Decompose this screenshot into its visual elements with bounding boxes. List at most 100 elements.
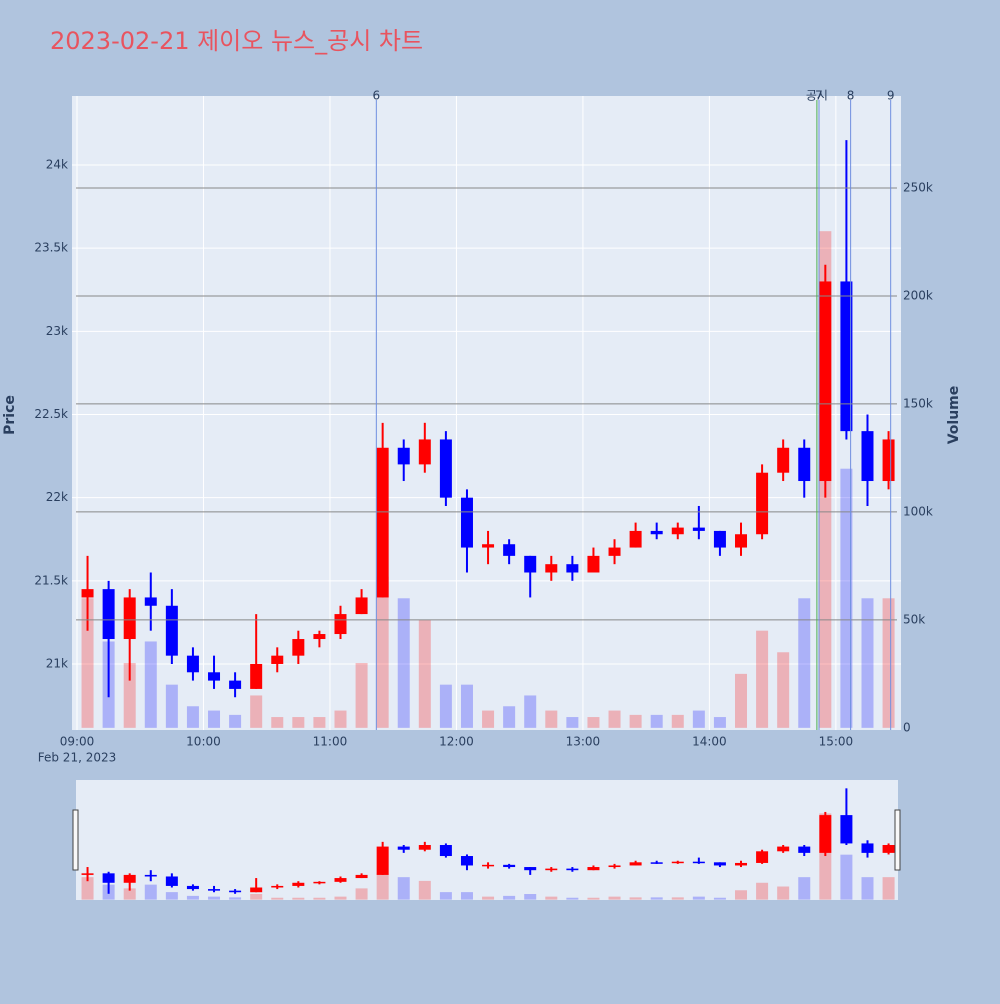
- volume-bar: [292, 897, 305, 900]
- volume-bar: [840, 468, 853, 728]
- candle-body: [861, 843, 874, 853]
- candle-body: [397, 846, 410, 850]
- volume-bar: [81, 598, 94, 728]
- volume-bar: [735, 673, 748, 728]
- volume-bar: [81, 877, 94, 900]
- candle-body: [566, 868, 579, 871]
- candle-body: [819, 281, 832, 482]
- news-marker-label: 6: [373, 89, 381, 103]
- y-tick-label: 22k: [46, 490, 68, 504]
- volume-bar: [397, 598, 410, 728]
- candle-body: [250, 663, 263, 689]
- volume-bar: [123, 663, 136, 728]
- volume-bar: [566, 897, 579, 900]
- candle-body: [735, 534, 748, 548]
- volume-bar: [629, 714, 642, 728]
- volume-bar: [798, 598, 811, 728]
- candle-body: [418, 439, 431, 465]
- candle-body: [271, 655, 284, 664]
- volume-bar: [650, 897, 663, 900]
- candle-body: [840, 815, 853, 844]
- candle-body: [524, 867, 537, 871]
- volume-bar: [271, 897, 284, 900]
- volume-bar: [629, 897, 642, 900]
- volume-bar: [186, 895, 199, 900]
- volume-bar: [418, 880, 431, 900]
- volume-bar: [376, 873, 389, 900]
- volume-bar: [250, 894, 263, 900]
- volume-bar: [503, 706, 516, 728]
- candle-body: [229, 890, 242, 893]
- volume-bar: [123, 888, 136, 900]
- volume-bar: [671, 897, 684, 900]
- y2-tick-label: 50k: [903, 612, 925, 626]
- volume-bar: [566, 717, 579, 728]
- candle-body: [840, 281, 853, 432]
- volume-bar: [334, 710, 347, 728]
- volume-bar: [482, 710, 495, 728]
- candle-body: [165, 605, 178, 656]
- candle-body: [144, 874, 157, 877]
- x-tick-label: 14:00: [692, 735, 727, 749]
- volume-bar: [524, 894, 537, 900]
- candle-body: [292, 882, 305, 886]
- candle-body: [123, 597, 136, 640]
- candle-body: [545, 868, 558, 871]
- candle-body: [229, 680, 242, 689]
- candle-body: [482, 864, 495, 867]
- candle-body: [671, 861, 684, 864]
- volume-bar: [882, 598, 895, 728]
- candle-body: [587, 867, 600, 871]
- candle-body: [208, 889, 221, 891]
- candle-body: [355, 874, 368, 879]
- candle-body: [777, 447, 790, 473]
- candle-body: [102, 873, 115, 883]
- volume-bar: [292, 717, 305, 728]
- x-tick-label: 12:00: [439, 735, 474, 749]
- volume-bar: [376, 576, 389, 728]
- volume-bar: [587, 897, 600, 900]
- candle-body: [503, 864, 516, 868]
- volume-bar: [882, 877, 895, 900]
- volume-bar: [355, 888, 368, 900]
- candle-body: [882, 439, 895, 482]
- candle-body: [545, 564, 558, 573]
- candle-body: [587, 555, 600, 573]
- volume-bar: [777, 652, 790, 728]
- volume-bar: [313, 717, 326, 728]
- volume-bar: [777, 886, 790, 900]
- candle-body: [650, 530, 663, 535]
- chart-title: 2023-02-21 제이오 뉴스_공시 차트: [50, 27, 423, 55]
- slider-handle[interactable]: [894, 809, 901, 871]
- candle-body: [882, 845, 895, 853]
- volume-bar: [524, 695, 537, 728]
- volume-bar: [250, 695, 263, 728]
- x-tick-label: 09:00: [60, 735, 95, 749]
- y2-tick-label: 0: [903, 720, 911, 734]
- volume-bar: [144, 641, 157, 728]
- candle-body: [397, 447, 410, 465]
- range-slider[interactable]: [76, 780, 898, 900]
- volume-bar: [482, 896, 495, 900]
- x-tick-label: 13:00: [566, 735, 601, 749]
- candle-body: [608, 865, 621, 868]
- y-tick-label: 23k: [46, 324, 68, 338]
- news-marker-label: 공시: [806, 89, 828, 103]
- x-tick-label: 15:00: [819, 735, 854, 749]
- candle-body: [271, 885, 284, 888]
- volume-bar: [271, 717, 284, 728]
- volume-bar: [355, 663, 368, 728]
- slider-handle[interactable]: [72, 809, 79, 871]
- volume-bar: [229, 714, 242, 728]
- volume-bar: [713, 717, 726, 728]
- volume-bar: [334, 896, 347, 900]
- volume-bar: [713, 897, 726, 900]
- volume-bar: [439, 684, 452, 728]
- y2-tick-label: 200k: [903, 288, 933, 302]
- candle-body: [102, 589, 115, 640]
- volume-bar: [313, 897, 326, 900]
- candle-body: [376, 447, 389, 598]
- candle-body: [629, 862, 642, 866]
- y-tick-label: 24k: [46, 158, 68, 172]
